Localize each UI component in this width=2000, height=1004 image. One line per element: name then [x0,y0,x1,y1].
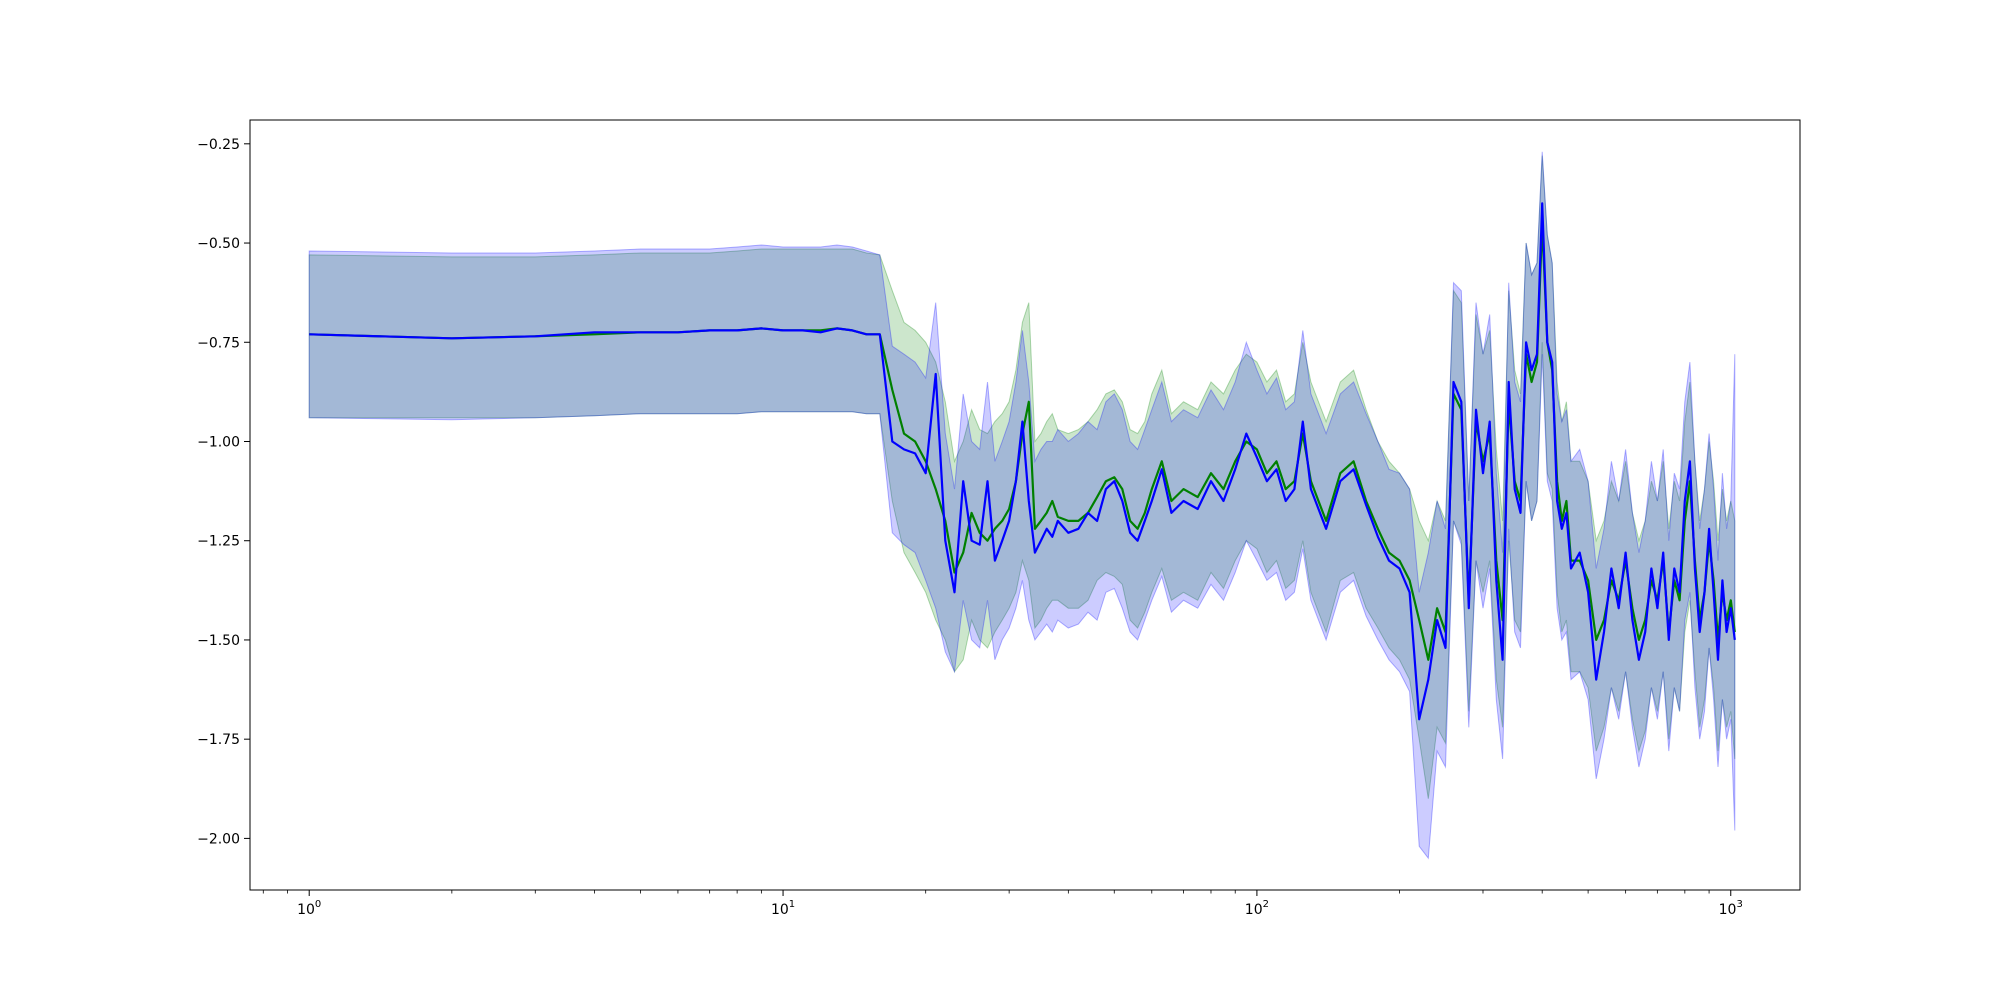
y-tick-label: −0.25 [197,137,240,153]
y-axis: −0.25 −0.50 −0.75 −1.00 −1.25 −1.50 −1.75 −2.00 [197,137,250,847]
x-axis: 100 101 102 103 [262,890,1743,918]
y-tick-label: −0.50 [197,236,240,252]
plot-frame [249,119,1801,891]
series-lines [309,202,1736,721]
x-tick-label: 103 [1719,899,1743,918]
y-tick-label: −1.25 [197,534,240,550]
x-tick-label: 100 [297,899,321,918]
y-tick-label: −1.50 [197,633,240,649]
x-tick-label: 101 [771,899,795,918]
x-tick-label: 102 [1245,899,1269,918]
y-tick-label: −2.00 [197,831,240,847]
y-tick-label: −0.75 [197,335,240,351]
series-2-line [309,202,1736,721]
series-1-band [308,155,1736,799]
series-2-band [308,151,1736,860]
y-tick-label: −1.75 [197,732,240,748]
y-tick-label: −1.00 [197,434,240,450]
confidence-bands [308,151,1736,860]
